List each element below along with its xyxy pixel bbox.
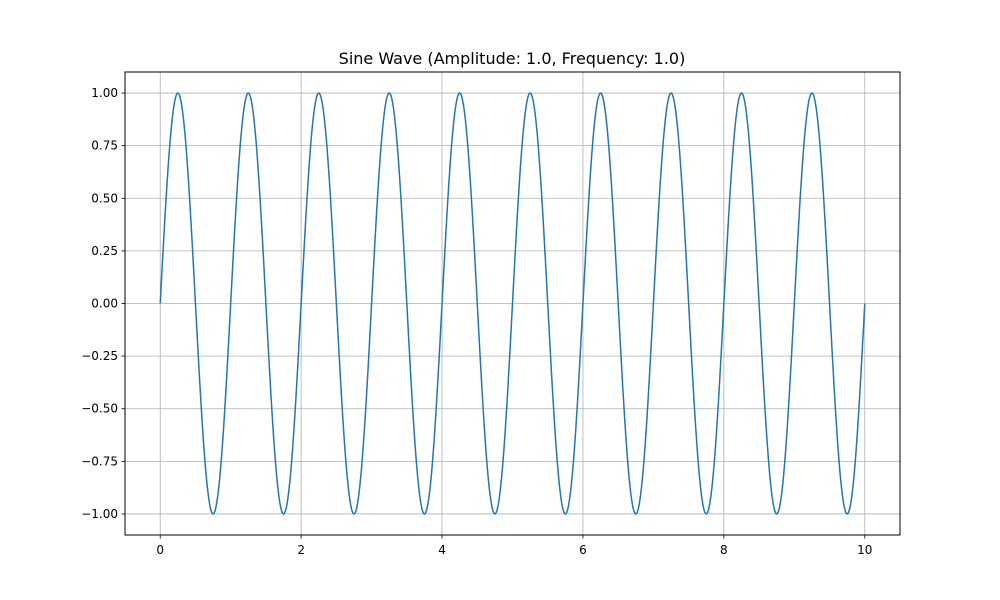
y-tick-label: −0.50 <box>81 402 118 416</box>
x-tick-label: 4 <box>438 543 446 557</box>
sine-series-line <box>159 92 866 515</box>
y-tick-label: 0.00 <box>91 297 118 311</box>
chart-title: Sine Wave (Amplitude: 1.0, Frequency: 1.… <box>339 49 686 68</box>
x-tick-label: 0 <box>156 543 164 557</box>
y-tick-label: 0.50 <box>91 191 118 205</box>
y-axis: 1.00 0.75 0.50 0.25 0.00 −0.25 −0.50 −0.75 −1.00 <box>81 86 125 521</box>
x-tick-label: 8 <box>720 543 728 557</box>
y-tick-label: 0.25 <box>91 244 118 258</box>
x-tick-label: 10 <box>857 543 872 557</box>
series-layer <box>159 92 866 515</box>
x-tick-label: 6 <box>579 543 587 557</box>
y-tick-label: 0.75 <box>91 139 118 153</box>
y-tick-label: 1.00 <box>91 86 118 100</box>
x-axis: 0 2 4 6 8 10 <box>156 535 872 557</box>
y-tick-label: −0.25 <box>81 349 118 363</box>
x-tick-label: 2 <box>297 543 305 557</box>
y-tick-label: −1.00 <box>81 507 118 521</box>
y-tick-label: −0.75 <box>81 454 118 468</box>
